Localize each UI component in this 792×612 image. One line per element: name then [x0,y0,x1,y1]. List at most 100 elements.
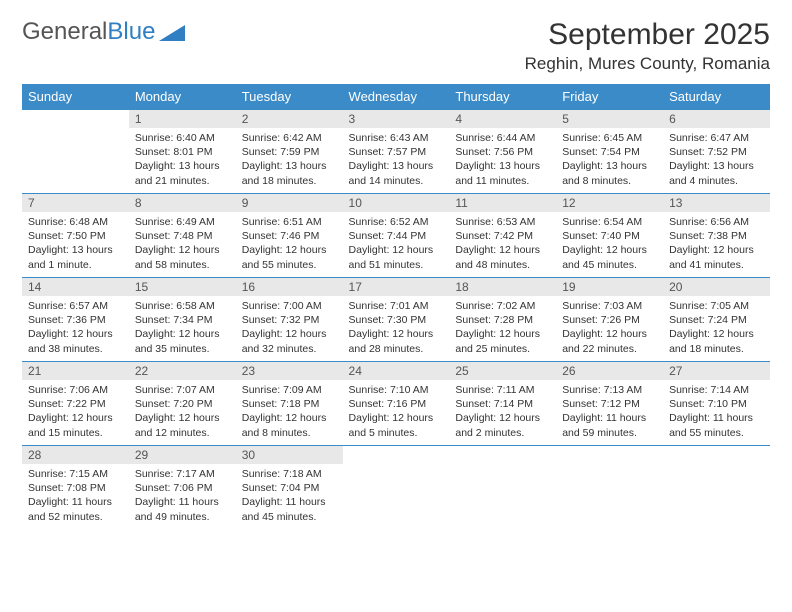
calendar-cell: 18Sunrise: 7:02 AMSunset: 7:28 PMDayligh… [449,277,556,361]
day-details: Sunrise: 6:42 AMSunset: 7:59 PMDaylight:… [236,128,343,192]
day-details: Sunrise: 7:17 AMSunset: 7:06 PMDaylight:… [129,464,236,528]
title-block: September 2025 Reghin, Mures County, Rom… [525,18,770,74]
weekday-header: Wednesday [343,84,450,109]
day-number: 2 [236,109,343,128]
day-details: Sunrise: 7:11 AMSunset: 7:14 PMDaylight:… [449,380,556,444]
day-number: 1 [129,109,236,128]
calendar-cell: 7Sunrise: 6:48 AMSunset: 7:50 PMDaylight… [22,193,129,277]
day-number-empty [663,445,770,463]
calendar-cell: 27Sunrise: 7:14 AMSunset: 7:10 PMDayligh… [663,361,770,445]
header: GeneralBlue September 2025 Reghin, Mures… [22,18,770,74]
day-number: 7 [22,193,129,212]
day-number: 14 [22,277,129,296]
day-number: 15 [129,277,236,296]
day-number: 5 [556,109,663,128]
calendar-cell: 28Sunrise: 7:15 AMSunset: 7:08 PMDayligh… [22,445,129,529]
day-number: 19 [556,277,663,296]
calendar-row: 7Sunrise: 6:48 AMSunset: 7:50 PMDaylight… [22,193,770,277]
day-details: Sunrise: 7:15 AMSunset: 7:08 PMDaylight:… [22,464,129,528]
calendar-cell: 10Sunrise: 6:52 AMSunset: 7:44 PMDayligh… [343,193,450,277]
calendar-cell: 9Sunrise: 6:51 AMSunset: 7:46 PMDaylight… [236,193,343,277]
day-number: 16 [236,277,343,296]
day-details: Sunrise: 7:13 AMSunset: 7:12 PMDaylight:… [556,380,663,444]
brand-triangle-icon [159,23,185,41]
day-details: Sunrise: 7:10 AMSunset: 7:16 PMDaylight:… [343,380,450,444]
day-number: 9 [236,193,343,212]
calendar-row: 1Sunrise: 6:40 AMSunset: 8:01 PMDaylight… [22,109,770,193]
day-number: 22 [129,361,236,380]
day-number: 13 [663,193,770,212]
day-details: Sunrise: 6:54 AMSunset: 7:40 PMDaylight:… [556,212,663,276]
day-details: Sunrise: 7:07 AMSunset: 7:20 PMDaylight:… [129,380,236,444]
day-details: Sunrise: 6:58 AMSunset: 7:34 PMDaylight:… [129,296,236,360]
day-details: Sunrise: 7:05 AMSunset: 7:24 PMDaylight:… [663,296,770,360]
calendar-cell: 16Sunrise: 7:00 AMSunset: 7:32 PMDayligh… [236,277,343,361]
location-text: Reghin, Mures County, Romania [525,54,770,74]
day-number: 8 [129,193,236,212]
brand-part1: General [22,18,107,46]
calendar-row: 28Sunrise: 7:15 AMSunset: 7:08 PMDayligh… [22,445,770,529]
day-details: Sunrise: 6:47 AMSunset: 7:52 PMDaylight:… [663,128,770,192]
calendar-cell: 14Sunrise: 6:57 AMSunset: 7:36 PMDayligh… [22,277,129,361]
calendar-cell: 3Sunrise: 6:43 AMSunset: 7:57 PMDaylight… [343,109,450,193]
day-details: Sunrise: 6:44 AMSunset: 7:56 PMDaylight:… [449,128,556,192]
calendar-cell: 26Sunrise: 7:13 AMSunset: 7:12 PMDayligh… [556,361,663,445]
day-details: Sunrise: 7:03 AMSunset: 7:26 PMDaylight:… [556,296,663,360]
weekday-header: Tuesday [236,84,343,109]
calendar-cell: 23Sunrise: 7:09 AMSunset: 7:18 PMDayligh… [236,361,343,445]
calendar-cell [343,445,450,529]
day-number: 24 [343,361,450,380]
day-number: 28 [22,445,129,464]
day-number: 29 [129,445,236,464]
day-details: Sunrise: 7:01 AMSunset: 7:30 PMDaylight:… [343,296,450,360]
calendar-cell: 29Sunrise: 7:17 AMSunset: 7:06 PMDayligh… [129,445,236,529]
day-details: Sunrise: 6:52 AMSunset: 7:44 PMDaylight:… [343,212,450,276]
calendar-head: SundayMondayTuesdayWednesdayThursdayFrid… [22,84,770,109]
day-details: Sunrise: 7:18 AMSunset: 7:04 PMDaylight:… [236,464,343,528]
brand-part2: Blue [107,18,155,46]
day-details: Sunrise: 7:06 AMSunset: 7:22 PMDaylight:… [22,380,129,444]
weekday-header: Saturday [663,84,770,109]
calendar-cell: 4Sunrise: 6:44 AMSunset: 7:56 PMDaylight… [449,109,556,193]
day-details: Sunrise: 6:43 AMSunset: 7:57 PMDaylight:… [343,128,450,192]
day-details: Sunrise: 6:57 AMSunset: 7:36 PMDaylight:… [22,296,129,360]
weekday-header: Friday [556,84,663,109]
calendar-row: 21Sunrise: 7:06 AMSunset: 7:22 PMDayligh… [22,361,770,445]
calendar-cell: 25Sunrise: 7:11 AMSunset: 7:14 PMDayligh… [449,361,556,445]
day-number: 30 [236,445,343,464]
day-number: 18 [449,277,556,296]
day-details: Sunrise: 7:14 AMSunset: 7:10 PMDaylight:… [663,380,770,444]
weekday-header: Thursday [449,84,556,109]
calendar-cell: 24Sunrise: 7:10 AMSunset: 7:16 PMDayligh… [343,361,450,445]
calendar-cell: 5Sunrise: 6:45 AMSunset: 7:54 PMDaylight… [556,109,663,193]
day-number: 4 [449,109,556,128]
calendar-cell [449,445,556,529]
day-details: Sunrise: 6:45 AMSunset: 7:54 PMDaylight:… [556,128,663,192]
day-number-empty [449,445,556,463]
calendar-table: SundayMondayTuesdayWednesdayThursdayFrid… [22,84,770,529]
day-number: 6 [663,109,770,128]
month-title: September 2025 [525,18,770,52]
calendar-cell: 21Sunrise: 7:06 AMSunset: 7:22 PMDayligh… [22,361,129,445]
day-number: 12 [556,193,663,212]
day-number: 27 [663,361,770,380]
calendar-cell [22,109,129,193]
day-details: Sunrise: 7:02 AMSunset: 7:28 PMDaylight:… [449,296,556,360]
day-details: Sunrise: 6:56 AMSunset: 7:38 PMDaylight:… [663,212,770,276]
calendar-cell: 22Sunrise: 7:07 AMSunset: 7:20 PMDayligh… [129,361,236,445]
day-number-empty [343,445,450,463]
day-details: Sunrise: 6:40 AMSunset: 8:01 PMDaylight:… [129,128,236,192]
day-number-empty [556,445,663,463]
day-number: 21 [22,361,129,380]
calendar-cell: 20Sunrise: 7:05 AMSunset: 7:24 PMDayligh… [663,277,770,361]
day-number: 11 [449,193,556,212]
calendar-cell: 11Sunrise: 6:53 AMSunset: 7:42 PMDayligh… [449,193,556,277]
calendar-cell: 13Sunrise: 6:56 AMSunset: 7:38 PMDayligh… [663,193,770,277]
weekday-header: Monday [129,84,236,109]
day-number: 25 [449,361,556,380]
calendar-cell: 2Sunrise: 6:42 AMSunset: 7:59 PMDaylight… [236,109,343,193]
calendar-row: 14Sunrise: 6:57 AMSunset: 7:36 PMDayligh… [22,277,770,361]
day-details: Sunrise: 7:00 AMSunset: 7:32 PMDaylight:… [236,296,343,360]
calendar-cell: 19Sunrise: 7:03 AMSunset: 7:26 PMDayligh… [556,277,663,361]
calendar-cell: 6Sunrise: 6:47 AMSunset: 7:52 PMDaylight… [663,109,770,193]
